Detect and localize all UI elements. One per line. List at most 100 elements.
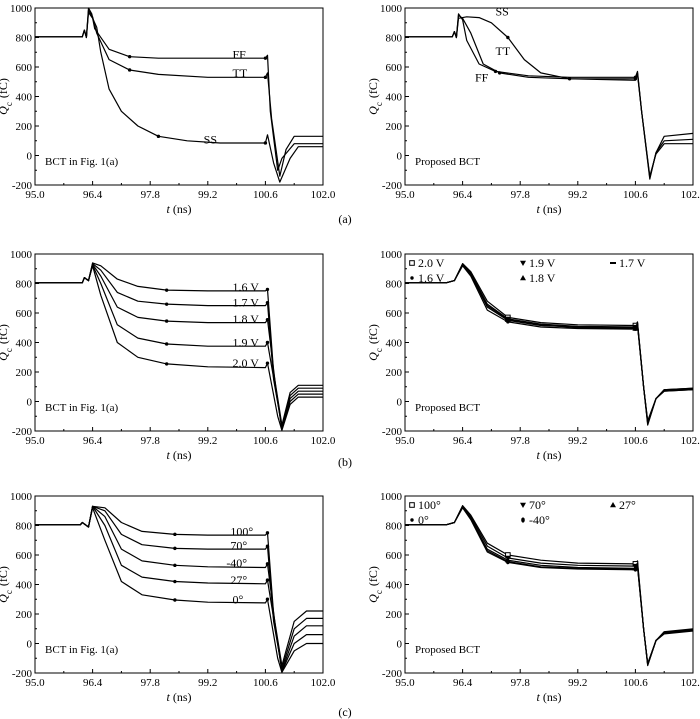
- data-marker: [164, 319, 169, 323]
- chart-panel-a-right: -200 0 200 400 600 800 1000 95.0 96.4 97.8 99.2 100…: [366, 3, 700, 216]
- y-tick-label: 1000: [10, 3, 33, 15]
- x-tick-label: 95.0: [395, 189, 415, 201]
- y-tick-label: -200: [382, 426, 403, 438]
- x-tick-label: 95.0: [25, 677, 45, 689]
- caption-b: (b): [338, 455, 352, 469]
- x-axis-label: t (ns): [166, 448, 191, 462]
- data-marker: [164, 342, 169, 346]
- series-line: [405, 505, 694, 667]
- data-marker: [506, 559, 510, 565]
- series-line: [405, 263, 694, 425]
- legend-label: 2.0 V: [418, 256, 445, 270]
- x-tick-label: 97.8: [511, 189, 531, 201]
- x-tick-label: 99.2: [198, 677, 217, 689]
- series-line: [35, 505, 323, 667]
- series-line: [35, 507, 323, 673]
- series-line: [405, 263, 694, 426]
- x-tick-label: 97.8: [141, 435, 161, 447]
- y-tick-label: 1000: [10, 249, 33, 261]
- y-tick-label: 0: [397, 397, 403, 409]
- y-tick-label: 600: [386, 308, 403, 320]
- data-marker: [506, 35, 510, 40]
- series-line: [405, 506, 694, 665]
- x-tick-label: 102.0: [311, 435, 336, 447]
- y-tick-label: 0: [27, 151, 33, 163]
- data-marker: [127, 54, 132, 59]
- series-line: [405, 507, 694, 664]
- y-tick-label: 600: [16, 308, 33, 320]
- legend-label: 1.8 V: [529, 271, 556, 285]
- y-axis-label: Qc (fC): [0, 324, 14, 361]
- panel-note: BCT in Fig. 1(a): [45, 402, 118, 414]
- x-tick-label: 100.6: [253, 189, 278, 201]
- y-tick-label: 0: [27, 639, 33, 651]
- y-tick-label: 1000: [380, 3, 403, 15]
- data-marker: [173, 546, 177, 551]
- data-marker: [263, 75, 268, 80]
- series-line: [35, 265, 323, 431]
- panel-note: Proposed BCT: [415, 402, 480, 414]
- y-tick-label: 800: [16, 279, 33, 291]
- legend-marker: [520, 275, 526, 281]
- data-marker: [156, 134, 161, 139]
- x-tick-label: 96.4: [453, 189, 473, 201]
- data-marker: [633, 566, 638, 572]
- series-label: -40°: [226, 556, 247, 570]
- series-line: [35, 9, 323, 177]
- series-label: 1.6 V: [232, 280, 259, 294]
- x-tick-label: 95.0: [395, 435, 415, 447]
- y-tick-label: 400: [386, 92, 403, 104]
- y-tick-label: 800: [16, 521, 33, 533]
- series-label: 100°: [230, 524, 253, 538]
- y-tick-label: 600: [386, 62, 403, 74]
- data-marker: [493, 69, 498, 74]
- data-marker: [173, 579, 177, 584]
- legend-label: 1.6 V: [418, 271, 445, 285]
- data-marker: [632, 325, 639, 331]
- x-tick-label: 99.2: [568, 189, 587, 201]
- legend-label: -40°: [529, 513, 550, 527]
- data-marker: [633, 75, 638, 80]
- series-label: 1.7 V: [232, 296, 259, 310]
- series-label: 2.0 V: [232, 356, 259, 370]
- x-tick-label: 99.2: [198, 435, 217, 447]
- y-tick-label: 200: [16, 121, 33, 133]
- data-marker: [164, 302, 169, 306]
- y-tick-label: 1000: [380, 249, 403, 261]
- x-tick-label: 97.8: [141, 189, 161, 201]
- y-tick-label: 600: [16, 550, 33, 562]
- x-tick-label: 102.0: [681, 189, 700, 201]
- series-label: TT: [496, 44, 511, 58]
- data-marker: [265, 340, 270, 345]
- y-tick-label: 400: [386, 338, 403, 350]
- series-line: [405, 264, 694, 423]
- series-line: [35, 262, 323, 426]
- legend-marker: [521, 517, 525, 523]
- chart-panel-c-right: -200 0 200 400 600 800 1000 95.0 96.4 97.8 99.2 100…: [366, 491, 700, 704]
- series-line: [405, 16, 694, 180]
- data-marker: [127, 68, 132, 72]
- legend-marker: [520, 260, 526, 266]
- legend-label: 1.7 V: [619, 256, 646, 270]
- x-axis-label: t (ns): [166, 690, 191, 704]
- y-tick-label: -200: [382, 180, 403, 192]
- series-line: [405, 265, 694, 422]
- y-axis-label: Qc (fC): [0, 566, 14, 603]
- panel-note: BCT in Fig. 1(a): [45, 156, 118, 168]
- x-tick-label: 99.2: [198, 189, 217, 201]
- data-marker: [263, 56, 268, 60]
- x-tick-label: 97.8: [511, 435, 531, 447]
- y-tick-label: 200: [386, 609, 403, 621]
- panel-note: Proposed BCT: [415, 156, 480, 168]
- x-tick-label: 96.4: [83, 435, 103, 447]
- x-tick-label: 97.8: [511, 677, 531, 689]
- series-label: 0°: [232, 592, 243, 606]
- y-axis-label: Qc (fC): [366, 566, 384, 603]
- data-marker: [265, 531, 270, 535]
- legend-marker: [410, 276, 414, 280]
- series-label: 1.9 V: [232, 336, 259, 350]
- x-tick-label: 100.6: [623, 677, 648, 689]
- y-tick-label: 600: [16, 62, 33, 74]
- series-label: FF: [232, 47, 246, 61]
- series-line: [405, 14, 694, 179]
